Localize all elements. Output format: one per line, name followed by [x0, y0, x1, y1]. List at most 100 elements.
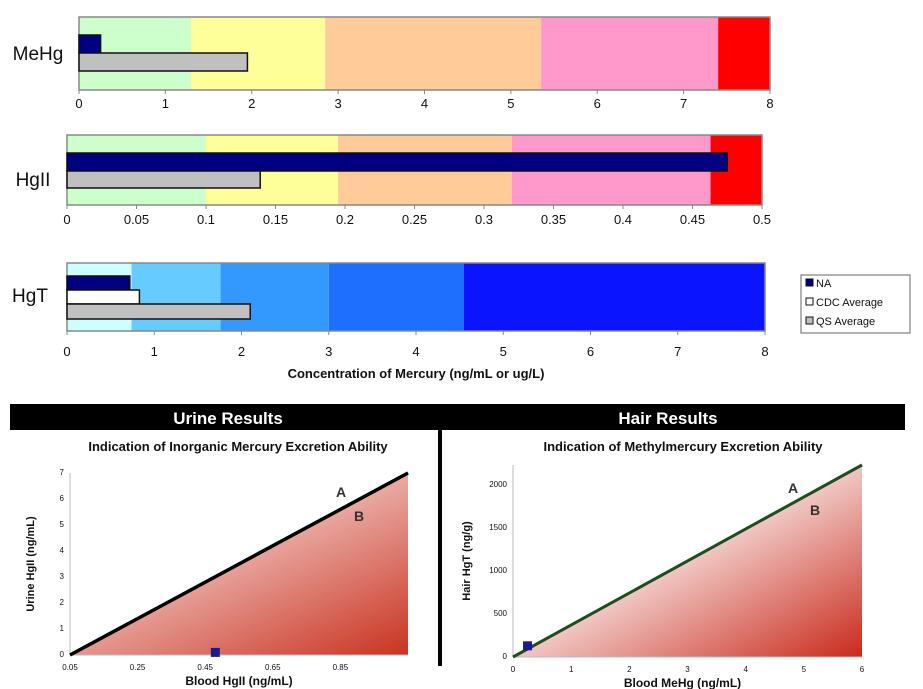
range-band [325, 17, 542, 90]
y-axis-title: Hair HgT (ng/g) [461, 521, 473, 601]
category-label: HgII [16, 170, 51, 191]
y-tick-label: 1000 [489, 566, 507, 575]
x-tick-label: 8 [761, 344, 768, 359]
y-tick-label: 7 [60, 468, 65, 477]
x-tick-label: 7 [674, 344, 681, 359]
legend-label: CDC Average [816, 297, 883, 309]
category-label: MeHg [13, 44, 64, 65]
threshold-line [69, 471, 409, 657]
y-axis-title: Urine HgII (ng/mL) [25, 516, 37, 612]
region-label-a: A [788, 480, 798, 496]
x-tick-label: 3 [325, 344, 332, 359]
x-tick-label: 4 [421, 96, 428, 111]
x-tick-label: 2 [627, 665, 632, 674]
x-tick-label: 0 [511, 665, 516, 674]
bullet-charts: MeHg 0 1 2 3 4 5 6 7 8 HgII 0 0.05 0.1 0.15 0.2 0.25 0.3 0… [12, 16, 774, 381]
y-tick-label: 2000 [489, 480, 507, 489]
x-tick-label: 2 [238, 344, 245, 359]
region-label-a: A [336, 484, 346, 500]
legend-swatch [805, 316, 814, 325]
data-point [210, 647, 220, 657]
section-divider [438, 430, 442, 666]
x-tick-label: 0.25 [130, 663, 146, 672]
range-band [131, 263, 221, 331]
x-tick-label: 0.3 [475, 212, 493, 227]
section-header-bar [10, 404, 905, 430]
chart-title: Indication of Inorganic Mercury Excretio… [88, 439, 388, 454]
bullet-chart-hgii: HgII 0 0.05 0.1 0.15 0.2 0.25 0.3 0.35 0.4 0.45 0.5 [16, 134, 771, 227]
x-tick-label: 1 [162, 96, 169, 111]
bullet-chart-mehg: MeHg 0 1 2 3 4 5 6 7 8 [13, 16, 774, 111]
bar-na [66, 275, 131, 291]
y-tick-label: 5 [60, 520, 65, 529]
x-tick-label: 6 [594, 96, 601, 111]
x-tick-label: 0.65 [265, 663, 281, 672]
x-tick-label: 8 [766, 96, 773, 111]
x-tick-label: 0.45 [197, 663, 213, 672]
x-tick-label: 0 [75, 96, 82, 111]
x-axis-title: Blood MeHg (ng/mL) [624, 676, 741, 689]
bar-qs-average [78, 52, 249, 72]
range-band [541, 17, 719, 90]
legend-label: QS Average [816, 316, 875, 328]
y-tick-label: 4 [60, 546, 65, 555]
urine-chart: Indication of Inorganic Mercury Excretio… [25, 439, 409, 688]
x-tick-label: 6 [860, 665, 865, 674]
x-tick-label: 6 [587, 344, 594, 359]
bar-na [66, 152, 728, 172]
bar-qs-average [66, 303, 251, 320]
bar-cdc-average [66, 289, 141, 305]
x-tick-label: 1 [569, 665, 574, 674]
range-band [463, 263, 765, 331]
y-tick-label: 0 [60, 650, 65, 659]
x-axis-title: Concentration of Mercury (ng/mL or ug/L) [288, 366, 545, 381]
x-tick-label: 0.05 [62, 663, 78, 672]
urine-section-title: Urine Results [173, 409, 283, 428]
y-tick-label: 3 [60, 572, 65, 581]
y-tick-label: 500 [494, 609, 508, 618]
scatter-charts: Indication of Inorganic Mercury Excretio… [25, 439, 865, 689]
y-tick-label: 2 [60, 598, 65, 607]
hair-chart: Indication of Methylmercury Excretion Ab… [461, 439, 865, 689]
x-tick-label: 4 [412, 344, 419, 359]
x-tick-label: 4 [743, 665, 748, 674]
x-tick-label: 0 [63, 212, 70, 227]
x-tick-label: 0.85 [333, 663, 349, 672]
chart-title: Indication of Methylmercury Excretion Ab… [543, 439, 823, 454]
range-band [220, 263, 329, 331]
range-band [328, 263, 464, 331]
x-tick-label: 0.15 [263, 212, 288, 227]
x-tick-label: 0.25 [402, 212, 427, 227]
x-tick-label: 7 [680, 96, 687, 111]
x-tick-label: 3 [335, 96, 342, 111]
legend: NA CDC Average QS Average [800, 274, 911, 334]
x-tick-label: 0.45 [680, 212, 705, 227]
x-tick-label: 0.35 [541, 212, 566, 227]
legend-box [800, 274, 911, 334]
bullet-chart-hgt: HgT 0 1 2 3 4 5 6 7 8 Concentration of Mercury (ng… [12, 262, 769, 381]
x-tick-label: 0.2 [336, 212, 354, 227]
x-tick-label: 0 [63, 344, 70, 359]
x-tick-label: 1 [151, 344, 158, 359]
y-tick-label: 6 [60, 494, 65, 503]
y-tick-label: 1500 [489, 523, 507, 532]
x-tick-label: 0.4 [614, 212, 632, 227]
y-tick-label: 1 [60, 624, 65, 633]
x-tick-label: 0.05 [124, 212, 149, 227]
region-label-b: B [810, 502, 820, 518]
threshold-line [512, 463, 863, 659]
bar-na [78, 34, 102, 54]
legend-label: NA [816, 278, 832, 290]
x-tick-label: 5 [507, 96, 514, 111]
hair-section-title: Hair Results [618, 409, 717, 428]
x-tick-label: 0.1 [197, 212, 215, 227]
x-tick-label: 3 [685, 665, 690, 674]
x-axis-title: Blood HgII (ng/mL) [185, 674, 292, 688]
x-tick-label: 0.5 [753, 212, 771, 227]
legend-swatch [805, 297, 814, 306]
x-tick-label: 5 [802, 665, 807, 674]
bar-qs-average [66, 170, 261, 189]
x-tick-label: 2 [248, 96, 255, 111]
region-label-b: B [354, 508, 364, 524]
